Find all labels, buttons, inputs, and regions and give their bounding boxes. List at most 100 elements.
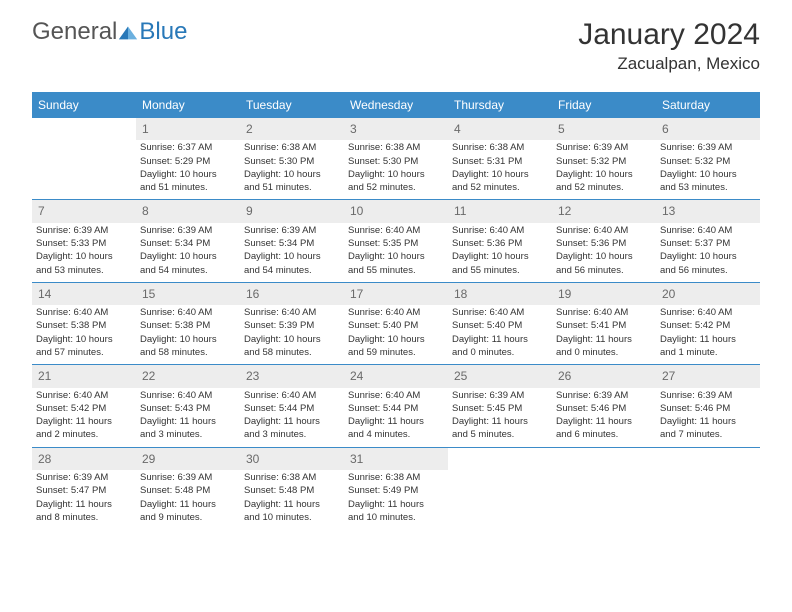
day-line-sunset: Sunset: 5:32 PM: [660, 156, 756, 169]
day-number: 5: [552, 118, 656, 140]
day-line-sunset: Sunset: 5:35 PM: [348, 238, 444, 251]
day-line-sunset: Sunset: 5:31 PM: [452, 156, 548, 169]
day-body: Sunrise: 6:39 AMSunset: 5:47 PMDaylight:…: [32, 470, 136, 529]
calendar-cell: 12Sunrise: 6:40 AMSunset: 5:36 PMDayligh…: [552, 200, 656, 281]
day-body: Sunrise: 6:39 AMSunset: 5:48 PMDaylight:…: [136, 470, 240, 529]
week-row: 1Sunrise: 6:37 AMSunset: 5:29 PMDaylight…: [32, 118, 760, 200]
day-number: 24: [344, 365, 448, 387]
calendar-cell: 22Sunrise: 6:40 AMSunset: 5:43 PMDayligh…: [136, 365, 240, 446]
calendar-cell: [448, 448, 552, 529]
calendar-cell: 10 Sunrise: 6:40 AMSunset: 5:35 PMDayligh…: [344, 200, 448, 281]
calendar: Sunday Monday Tuesday Wednesday Thursday…: [32, 92, 760, 529]
day-line-day1: Daylight: 10 hours: [556, 169, 652, 182]
day-body: Sunrise: 6:39 AMSunset: 5:32 PMDaylight:…: [552, 140, 656, 199]
day-line-day1: Daylight: 10 hours: [244, 169, 340, 182]
day-line-day2: and 56 minutes.: [660, 265, 756, 278]
day-line-sunset: Sunset: 5:44 PM: [244, 403, 340, 416]
day-line-sunrise: Sunrise: 6:39 AM: [36, 225, 132, 238]
day-number: 20: [656, 283, 760, 305]
calendar-cell: 16Sunrise: 6:40 AMSunset: 5:39 PMDayligh…: [240, 283, 344, 364]
day-line-sunrise: Sunrise: 6:40 AM: [452, 307, 548, 320]
day-line-sunset: Sunset: 5:30 PM: [244, 156, 340, 169]
day-line-sunrise: Sunrise: 6:40 AM: [348, 225, 444, 238]
day-number: 30: [240, 448, 344, 470]
day-line-sunrise: Sunrise: 6:37 AM: [140, 142, 236, 155]
day-header-fri: Friday: [552, 92, 656, 118]
day-line-sunrise: Sunrise: 6:40 AM: [348, 390, 444, 403]
day-line-sunrise: Sunrise: 6:40 AM: [36, 307, 132, 320]
day-line-sunset: Sunset: 5:38 PM: [36, 320, 132, 333]
day-header-row: Sunday Monday Tuesday Wednesday Thursday…: [32, 92, 760, 118]
day-header-wed: Wednesday: [344, 92, 448, 118]
day-line-sunset: Sunset: 5:49 PM: [348, 485, 444, 498]
title-block: January 2024 Zacualpan, Mexico: [578, 18, 760, 74]
day-body: Sunrise: 6:40 AMSunset: 5:37 PMDaylight:…: [656, 223, 760, 282]
weeks-container: 1Sunrise: 6:37 AMSunset: 5:29 PMDaylight…: [32, 118, 760, 529]
day-body: Sunrise: 6:39 AMSunset: 5:34 PMDaylight:…: [136, 223, 240, 282]
day-body: Sunrise: 6:39 AMSunset: 5:34 PMDaylight:…: [240, 223, 344, 282]
day-line-sunset: Sunset: 5:43 PM: [140, 403, 236, 416]
day-line-day1: Daylight: 10 hours: [36, 251, 132, 264]
calendar-cell: 24Sunrise: 6:40 AMSunset: 5:44 PMDayligh…: [344, 365, 448, 446]
day-line-day1: Daylight: 10 hours: [140, 251, 236, 264]
day-line-sunset: Sunset: 5:32 PM: [556, 156, 652, 169]
calendar-cell: 5Sunrise: 6:39 AMSunset: 5:32 PMDaylight…: [552, 118, 656, 199]
day-body: Sunrise: 6:38 AMSunset: 5:49 PMDaylight:…: [344, 470, 448, 529]
day-line-sunrise: Sunrise: 6:39 AM: [556, 390, 652, 403]
day-line-day1: Daylight: 10 hours: [348, 251, 444, 264]
day-line-day1: Daylight: 11 hours: [348, 416, 444, 429]
day-body: Sunrise: 6:40 AMSunset: 5:39 PMDaylight:…: [240, 305, 344, 364]
day-line-day1: Daylight: 11 hours: [244, 416, 340, 429]
calendar-cell: 21Sunrise: 6:40 AMSunset: 5:42 PMDayligh…: [32, 365, 136, 446]
day-line-day1: Daylight: 10 hours: [140, 334, 236, 347]
day-number: 13: [656, 200, 760, 222]
day-line-sunset: Sunset: 5:48 PM: [140, 485, 236, 498]
calendar-cell: 3Sunrise: 6:38 AMSunset: 5:30 PMDaylight…: [344, 118, 448, 199]
day-line-day1: Daylight: 10 hours: [244, 251, 340, 264]
calendar-cell: 30Sunrise: 6:38 AMSunset: 5:48 PMDayligh…: [240, 448, 344, 529]
day-body: Sunrise: 6:38 AMSunset: 5:31 PMDaylight:…: [448, 140, 552, 199]
day-line-day2: and 5 minutes.: [452, 429, 548, 442]
day-line-day2: and 53 minutes.: [660, 182, 756, 195]
day-line-sunset: Sunset: 5:39 PM: [244, 320, 340, 333]
day-line-sunrise: Sunrise: 6:38 AM: [348, 142, 444, 155]
day-line-sunset: Sunset: 5:45 PM: [452, 403, 548, 416]
day-line-sunrise: Sunrise: 6:39 AM: [140, 472, 236, 485]
day-line-day2: and 58 minutes.: [244, 347, 340, 360]
day-body: Sunrise: 6:40 AMSunset: 5:44 PMDaylight:…: [344, 388, 448, 447]
calendar-cell: 9Sunrise: 6:39 AMSunset: 5:34 PMDaylight…: [240, 200, 344, 281]
location: Zacualpan, Mexico: [578, 54, 760, 74]
day-line-sunrise: Sunrise: 6:40 AM: [556, 307, 652, 320]
day-line-sunrise: Sunrise: 6:40 AM: [140, 307, 236, 320]
day-body: Sunrise: 6:40 AMSunset: 5:36 PMDaylight:…: [552, 223, 656, 282]
day-line-day1: Daylight: 11 hours: [660, 416, 756, 429]
day-number: 10: [344, 200, 448, 222]
day-line-sunset: Sunset: 5:34 PM: [140, 238, 236, 251]
day-body: Sunrise: 6:40 AMSunset: 5:36 PMDaylight:…: [448, 223, 552, 282]
day-body: Sunrise: 6:39 AMSunset: 5:32 PMDaylight:…: [656, 140, 760, 199]
day-line-sunrise: Sunrise: 6:38 AM: [348, 472, 444, 485]
calendar-cell: 7Sunrise: 6:39 AMSunset: 5:33 PMDaylight…: [32, 200, 136, 281]
calendar-cell: 23Sunrise: 6:40 AMSunset: 5:44 PMDayligh…: [240, 365, 344, 446]
day-line-sunset: Sunset: 5:40 PM: [348, 320, 444, 333]
week-row: 21Sunrise: 6:40 AMSunset: 5:42 PMDayligh…: [32, 365, 760, 447]
day-body: Sunrise: 6:38 AMSunset: 5:30 PMDaylight:…: [240, 140, 344, 199]
day-body: Sunrise: 6:38 AMSunset: 5:30 PMDaylight:…: [344, 140, 448, 199]
day-line-day1: Daylight: 10 hours: [140, 169, 236, 182]
day-body: Sunrise: 6:39 AMSunset: 5:33 PMDaylight:…: [32, 223, 136, 282]
logo-text-blue: Blue: [139, 18, 187, 46]
day-line-day2: and 52 minutes.: [556, 182, 652, 195]
logo-text-general: General: [32, 18, 117, 46]
day-body: Sunrise: 6:40 AMSunset: 5:43 PMDaylight:…: [136, 388, 240, 447]
day-number: 4: [448, 118, 552, 140]
day-body: Sunrise: 6:40 AMSunset: 5:42 PMDaylight:…: [32, 388, 136, 447]
day-body: Sunrise: 6:39 AMSunset: 5:46 PMDaylight:…: [656, 388, 760, 447]
calendar-cell: 4Sunrise: 6:38 AMSunset: 5:31 PMDaylight…: [448, 118, 552, 199]
calendar-cell: 25Sunrise: 6:39 AMSunset: 5:45 PMDayligh…: [448, 365, 552, 446]
day-line-sunrise: Sunrise: 6:39 AM: [452, 390, 548, 403]
day-line-day1: Daylight: 11 hours: [36, 416, 132, 429]
day-line-day2: and 9 minutes.: [140, 512, 236, 525]
calendar-cell: 29Sunrise: 6:39 AMSunset: 5:48 PMDayligh…: [136, 448, 240, 529]
day-line-day1: Daylight: 11 hours: [556, 416, 652, 429]
day-line-day2: and 4 minutes.: [348, 429, 444, 442]
